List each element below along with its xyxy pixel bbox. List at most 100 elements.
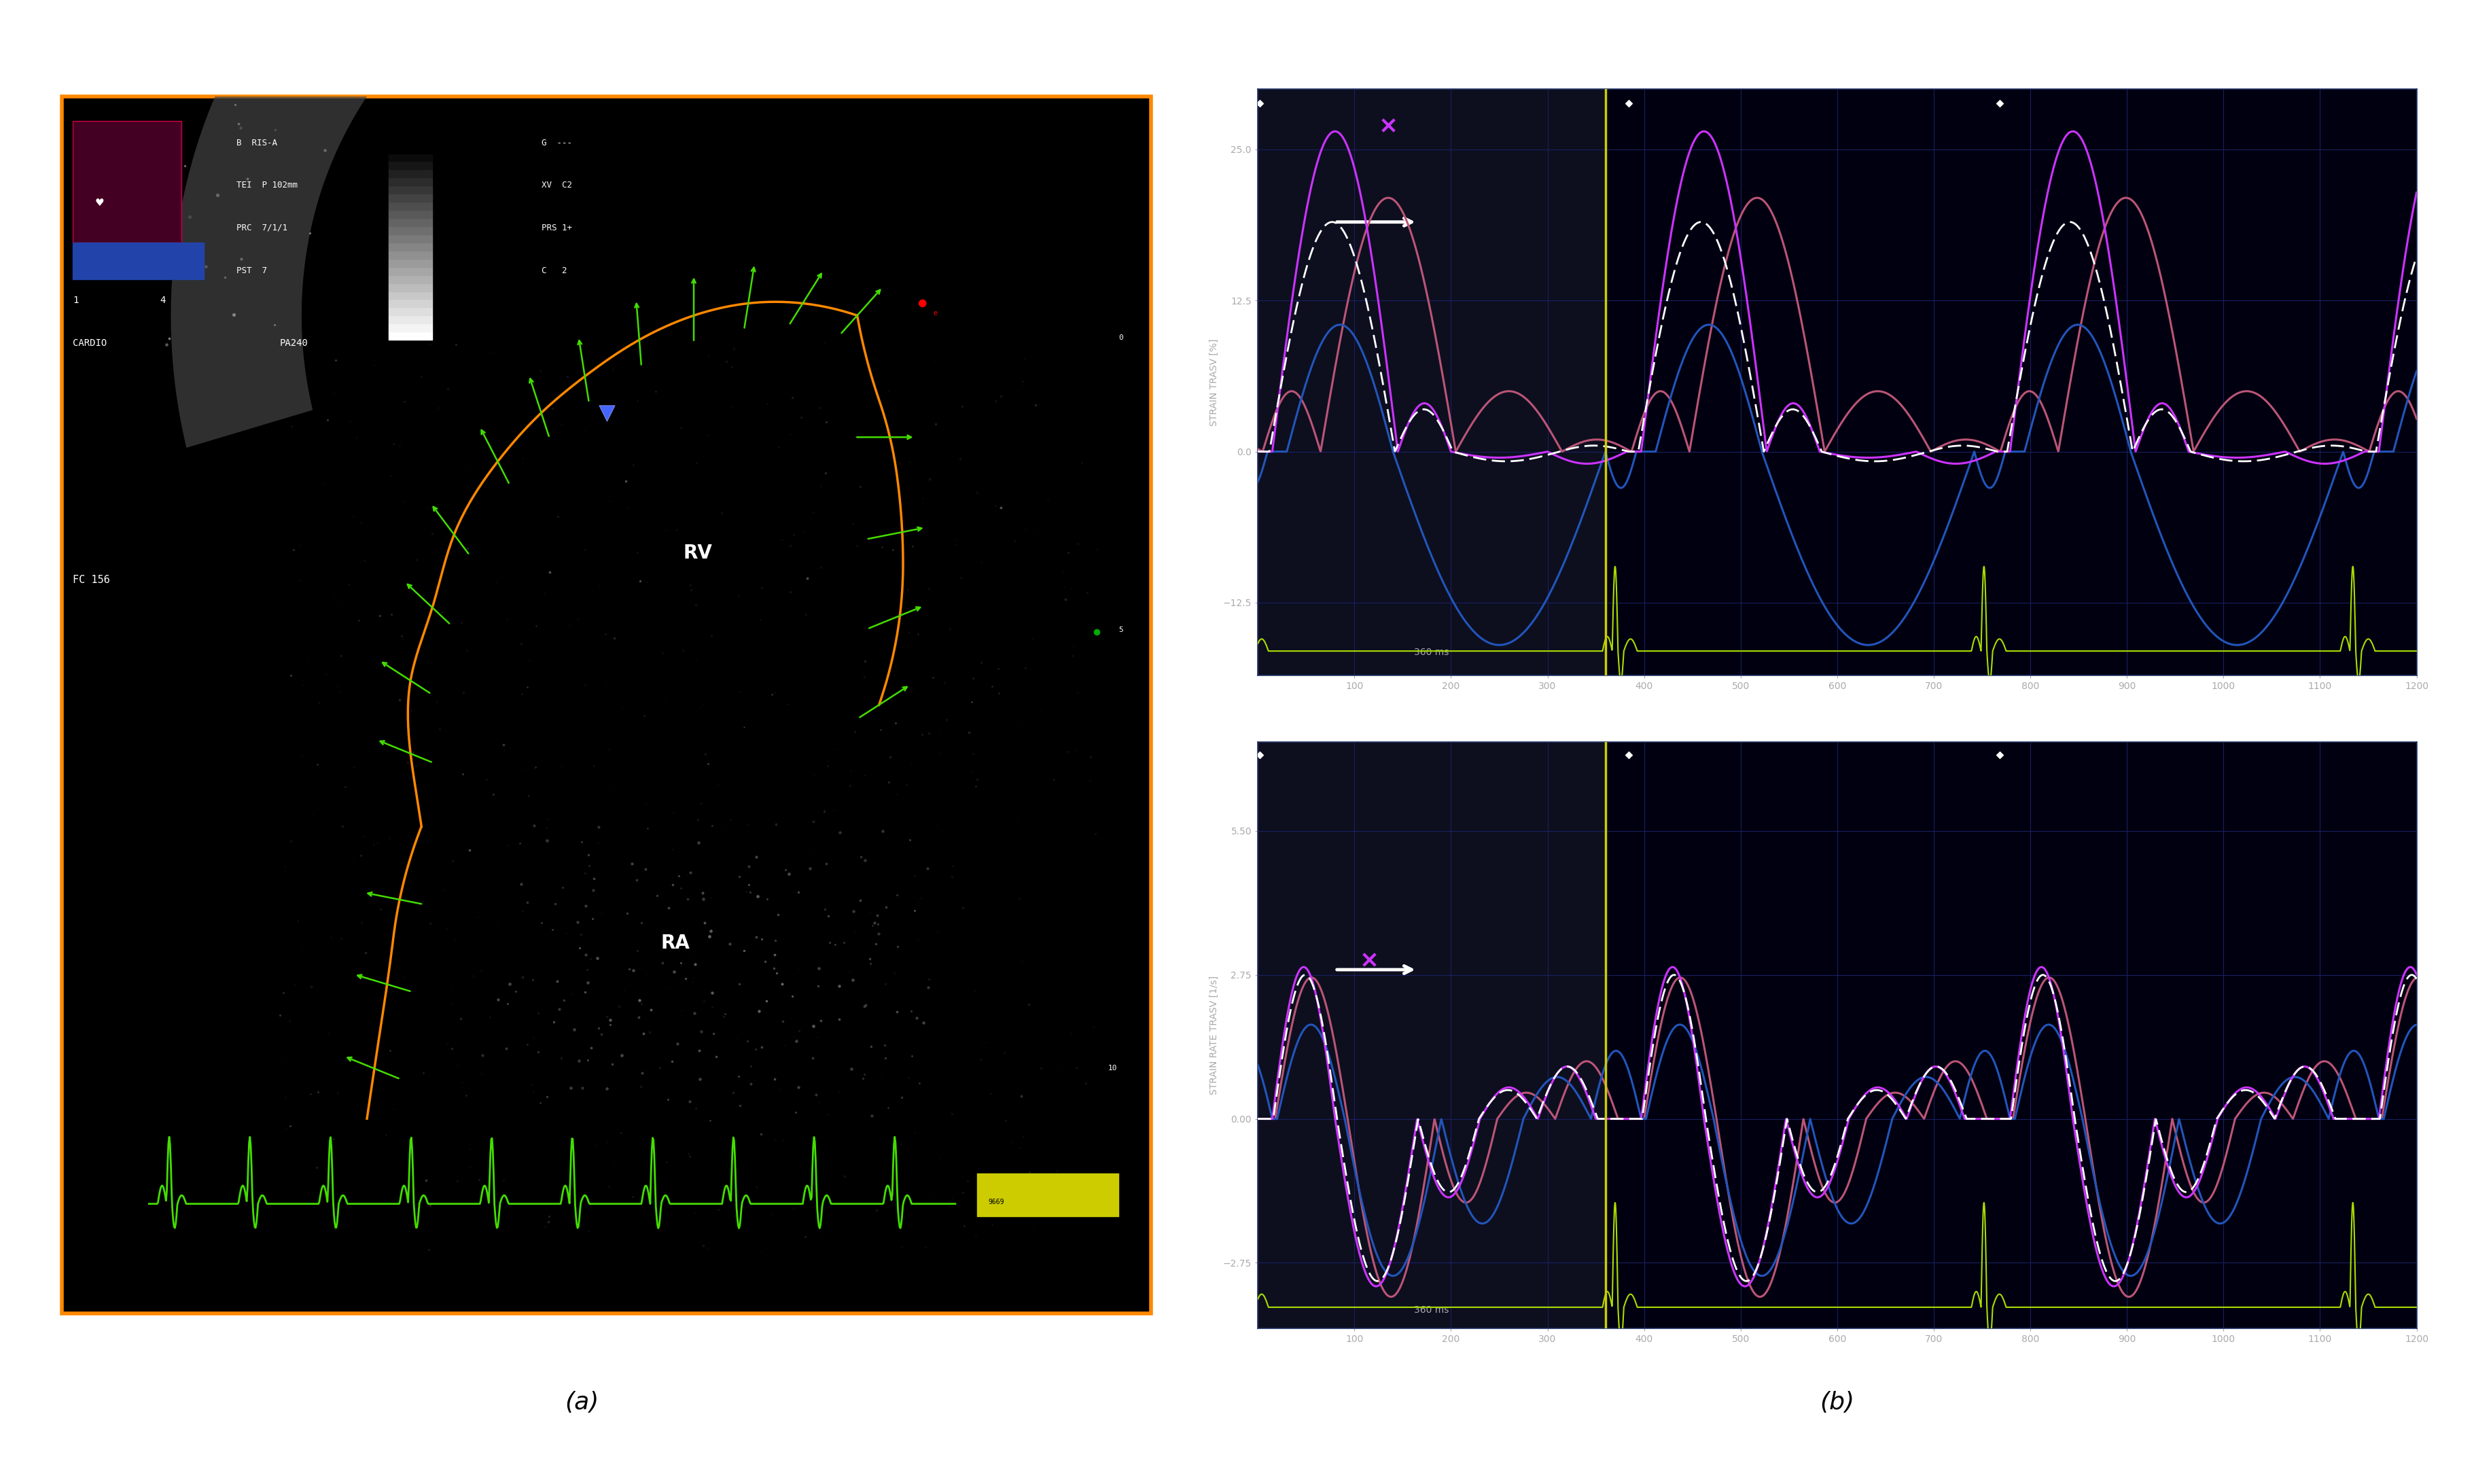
Point — [555, 1018, 594, 1042]
Point — [589, 488, 629, 512]
Text: 1: 1 — [72, 295, 79, 306]
Point — [636, 654, 676, 678]
Point — [669, 862, 708, 886]
Point — [805, 331, 844, 355]
Point — [500, 873, 540, 896]
Point — [768, 693, 807, 717]
Point — [669, 1089, 708, 1113]
Point — [267, 1116, 307, 1140]
Point — [582, 1022, 621, 1046]
Point — [1020, 699, 1060, 723]
Point — [631, 999, 671, 1022]
Point — [844, 764, 884, 788]
Point — [869, 378, 909, 402]
Point — [800, 1091, 839, 1114]
Point — [421, 603, 461, 626]
Point — [406, 496, 446, 519]
Point — [862, 1066, 901, 1089]
Point — [629, 893, 669, 917]
Point — [282, 938, 322, 962]
Point — [763, 1009, 802, 1033]
Point — [891, 752, 931, 776]
Point — [646, 689, 686, 712]
Text: B  RIS-A: B RIS-A — [235, 138, 277, 147]
Point — [475, 675, 515, 699]
Point — [453, 963, 493, 987]
Point — [933, 1101, 973, 1125]
Point — [805, 462, 844, 485]
Point — [706, 816, 745, 840]
Point — [825, 930, 864, 954]
Point — [857, 904, 896, 928]
Point — [961, 650, 1000, 674]
Point — [696, 1045, 735, 1068]
Point — [594, 626, 634, 650]
Point — [265, 855, 305, 879]
Point — [500, 1003, 540, 1027]
Point — [805, 898, 844, 922]
Point — [295, 803, 334, 827]
Point — [483, 733, 522, 757]
Point — [656, 518, 696, 542]
Point — [1609, 92, 1649, 116]
Point — [825, 1165, 864, 1189]
Point — [728, 813, 768, 837]
Point — [1028, 488, 1067, 512]
Point — [488, 834, 527, 858]
Point — [1013, 1214, 1052, 1238]
Point — [664, 999, 703, 1022]
Point — [775, 1025, 815, 1049]
Point — [773, 1196, 812, 1220]
Point — [775, 1100, 815, 1123]
Point — [728, 855, 768, 879]
Point — [270, 1114, 310, 1138]
Point — [899, 928, 938, 951]
Point — [693, 1021, 733, 1045]
Point — [802, 1226, 842, 1250]
Point — [1077, 537, 1117, 561]
Point — [807, 1103, 847, 1126]
Point — [834, 899, 874, 923]
Point — [971, 1082, 1010, 1106]
Point — [711, 932, 750, 956]
Point — [1070, 769, 1109, 792]
Point — [711, 807, 750, 831]
Point — [951, 760, 990, 784]
Point — [976, 389, 1015, 413]
Point — [755, 1067, 795, 1091]
Point — [889, 577, 928, 601]
Point — [317, 674, 357, 697]
Point — [1067, 1071, 1107, 1095]
Point — [371, 463, 411, 487]
Point — [463, 1043, 503, 1067]
Point — [770, 533, 810, 556]
Point — [792, 500, 832, 524]
Point — [735, 1037, 775, 1061]
Point — [379, 689, 418, 712]
Point — [659, 864, 698, 887]
Point — [844, 1063, 884, 1086]
Point — [404, 583, 443, 607]
Point — [587, 1005, 626, 1028]
Point — [347, 941, 386, 965]
Point — [817, 798, 857, 822]
Point — [478, 910, 517, 933]
Point — [649, 976, 688, 1000]
Point — [673, 971, 713, 994]
Point — [807, 749, 847, 773]
Point — [324, 0, 364, 16]
Point — [423, 601, 463, 625]
Point — [797, 1083, 837, 1107]
Point — [394, 741, 433, 764]
Point — [503, 965, 542, 988]
Point — [1000, 1085, 1040, 1109]
Point — [681, 1020, 721, 1043]
Point — [869, 770, 909, 794]
Point — [312, 49, 352, 73]
Point — [958, 1000, 998, 1024]
Text: PRC  7/1/1: PRC 7/1/1 — [235, 224, 287, 233]
Point — [725, 880, 765, 904]
Point — [963, 948, 1003, 972]
Point — [980, 496, 1020, 519]
Point — [473, 340, 513, 364]
